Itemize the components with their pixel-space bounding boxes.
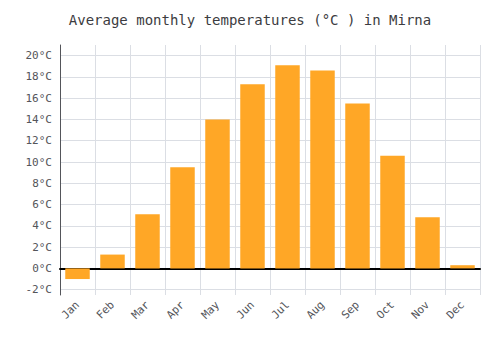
svg-text:2°C: 2°C <box>32 241 52 254</box>
svg-text:Jun: Jun <box>234 298 257 321</box>
svg-text:May: May <box>199 298 222 321</box>
svg-text:Average monthly temperatures (: Average monthly temperatures (°C ) in Mi… <box>69 12 431 28</box>
svg-text:Apr: Apr <box>164 298 187 321</box>
svg-text:Nov: Nov <box>409 298 432 321</box>
svg-text:12°C: 12°C <box>26 134 53 147</box>
svg-text:Aug: Aug <box>304 298 327 321</box>
svg-text:16°C: 16°C <box>26 92 53 105</box>
svg-text:0°C: 0°C <box>32 262 52 275</box>
svg-text:Sep: Sep <box>339 298 362 321</box>
svg-text:20°C: 20°C <box>26 49 53 62</box>
svg-text:Mar: Mar <box>129 298 152 321</box>
svg-text:18°C: 18°C <box>26 70 53 83</box>
svg-text:Jan: Jan <box>59 298 82 321</box>
svg-text:Feb: Feb <box>94 298 117 321</box>
svg-text:14°C: 14°C <box>26 113 53 126</box>
svg-text:Oct: Oct <box>374 298 397 321</box>
svg-text:8°C: 8°C <box>32 177 52 190</box>
svg-text:-2°C: -2°C <box>26 283 53 296</box>
svg-text:Jul: Jul <box>269 298 292 321</box>
svg-text:Dec: Dec <box>444 298 467 321</box>
svg-text:10°C: 10°C <box>26 156 53 169</box>
svg-text:4°C: 4°C <box>32 219 52 232</box>
svg-text:6°C: 6°C <box>32 198 52 211</box>
